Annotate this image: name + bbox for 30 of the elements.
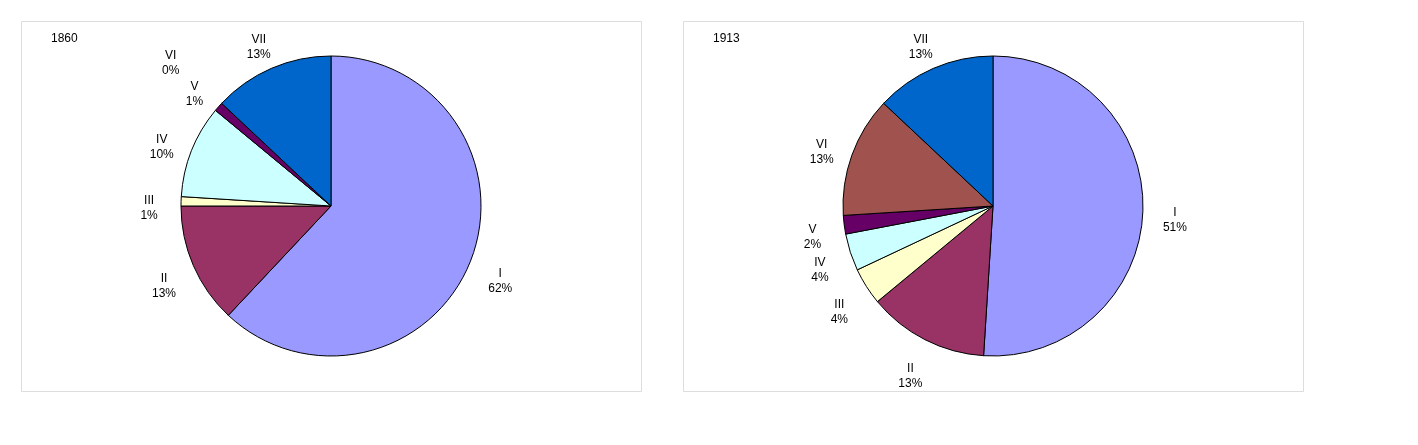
slice-label: IV	[156, 132, 168, 146]
data-label: 13%	[246, 46, 272, 61]
chart-title: 1860	[51, 31, 79, 45]
data-label: 4%	[830, 311, 849, 326]
data-label: 13%	[151, 286, 177, 301]
text: 0%	[161, 63, 180, 78]
slice-label: VII	[913, 31, 929, 46]
data-label: 1%	[185, 93, 204, 108]
data-label: 62%	[488, 281, 513, 295]
data-label: 13%	[908, 46, 934, 61]
data-label: 2%	[803, 236, 822, 251]
slice-label: III	[144, 193, 155, 208]
data-label: 1%	[140, 208, 159, 223]
slice-label: II	[907, 361, 914, 376]
slice-label: V	[808, 221, 817, 236]
slice-label: VII	[251, 31, 267, 46]
chart-title: 1913	[713, 31, 741, 45]
data-label: 4%	[811, 270, 829, 285]
slice-label: I	[1173, 204, 1177, 219]
slice-label: I	[498, 266, 502, 280]
slice-label: IV	[814, 255, 826, 270]
slice-label: III	[834, 296, 845, 311]
data-label: 10%	[149, 147, 175, 161]
data-label: 13%	[809, 152, 835, 167]
category-label: VI	[164, 48, 177, 63]
slice-label: V	[190, 78, 199, 93]
data-label: 51%	[1162, 219, 1188, 234]
data-label: 13%	[898, 376, 923, 391]
slice-label: VI	[816, 137, 828, 152]
slice-label: II	[160, 271, 168, 286]
